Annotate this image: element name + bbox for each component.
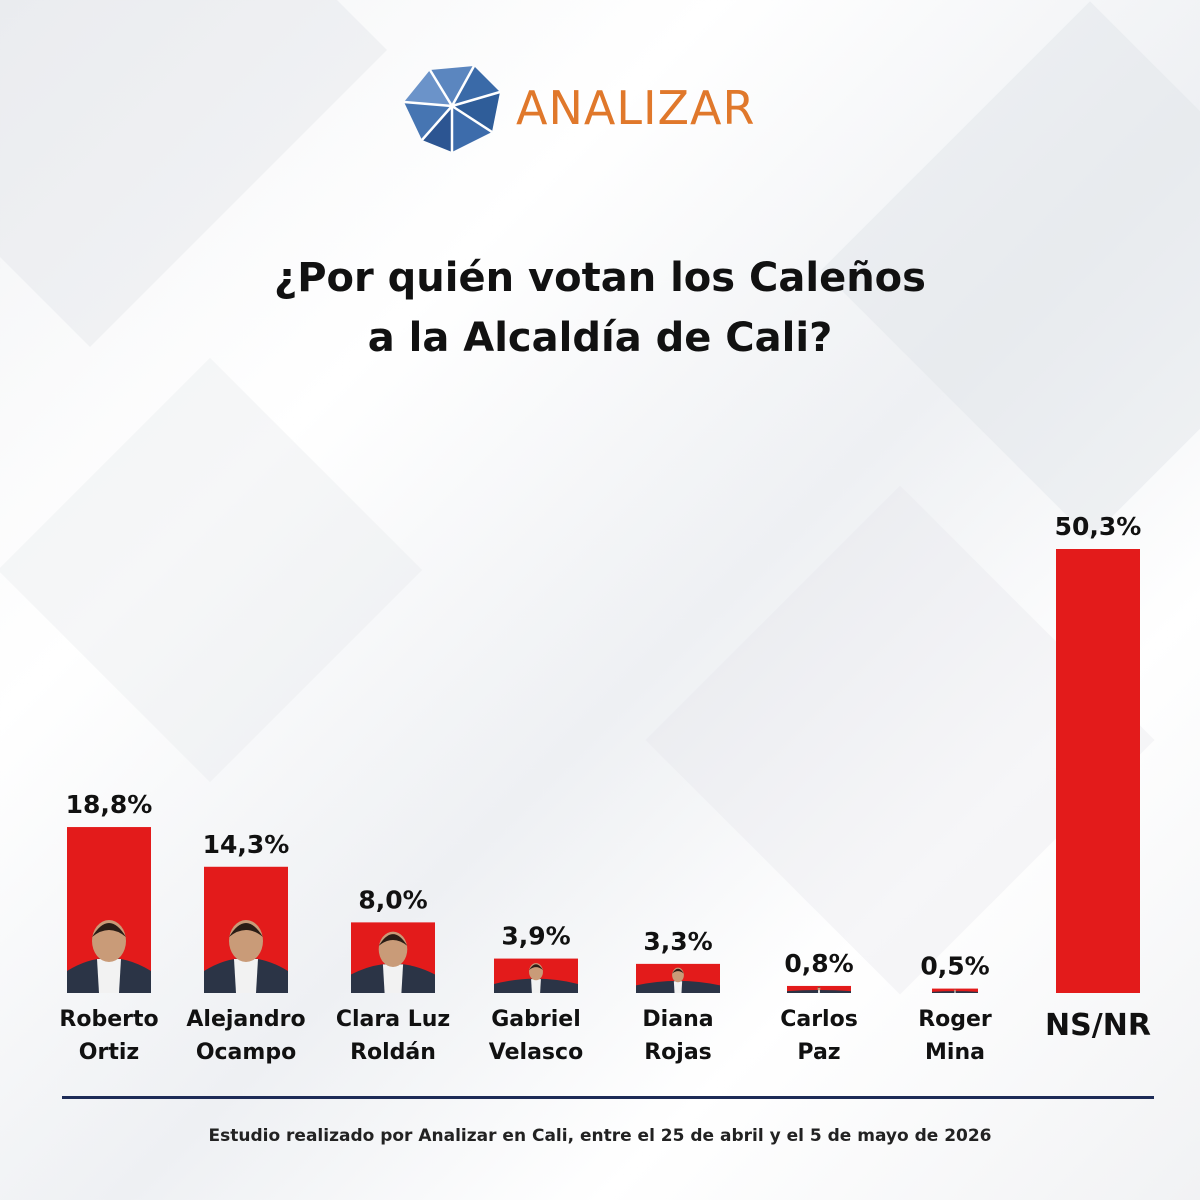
value-label-3: 3,9% xyxy=(501,922,570,951)
candidate-photo-5 xyxy=(787,986,851,993)
candidate-photo-0 xyxy=(67,920,151,993)
candidate-photo-6 xyxy=(932,989,978,993)
category-label-0-1: Ortiz xyxy=(79,1040,139,1065)
chart-title-line-2: a la Alcaldía de Cali? xyxy=(367,315,833,361)
category-label-1-1: Ocampo xyxy=(196,1040,296,1065)
category-label-6-0: Roger xyxy=(918,1007,992,1032)
value-label-7: 50,3% xyxy=(1055,512,1142,541)
category-label-0-0: Roberto xyxy=(59,1007,158,1032)
category-label-2-1: Roldán xyxy=(350,1040,436,1065)
value-label-1: 14,3% xyxy=(203,830,290,859)
value-label-0: 18,8% xyxy=(66,790,153,819)
footer-note: Estudio realizado por Analizar en Cali, … xyxy=(208,1126,992,1146)
category-label-5-0: Carlos xyxy=(780,1007,858,1032)
category-label-3-0: Gabriel xyxy=(491,1007,581,1032)
brand-name: ANALIZAR xyxy=(516,81,756,135)
category-label-7-0: NS/NR xyxy=(1045,1008,1151,1043)
value-label-5: 0,8% xyxy=(784,949,853,978)
category-label-4-0: Diana xyxy=(642,1007,713,1032)
candidate-photo-2 xyxy=(351,931,435,993)
chart-title-line-1: ¿Por quién votan los Caleños xyxy=(274,255,926,301)
category-label-2-0: Clara Luz xyxy=(336,1007,450,1032)
candidate-photo-3 xyxy=(494,963,578,993)
value-label-2: 8,0% xyxy=(358,885,427,914)
bar-7 xyxy=(1056,549,1140,993)
candidate-photo-4 xyxy=(636,967,720,993)
chart-title: ¿Por quién votan los Caleños a la Alcald… xyxy=(0,248,1200,368)
candidate-photo-1 xyxy=(204,920,288,993)
category-label-1-0: Alejandro xyxy=(186,1007,305,1032)
faceted-gem-logo-icon xyxy=(403,65,501,152)
category-label-6-1: Mina xyxy=(925,1040,985,1065)
brand-logo: ANALIZAR xyxy=(400,62,755,154)
footer-divider xyxy=(62,1096,1154,1099)
category-label-4-1: Rojas xyxy=(644,1040,712,1065)
value-label-4: 3,3% xyxy=(643,927,712,956)
category-label-3-1: Velasco xyxy=(489,1040,583,1065)
value-label-6: 0,5% xyxy=(920,952,989,981)
category-label-5-1: Paz xyxy=(797,1040,840,1065)
